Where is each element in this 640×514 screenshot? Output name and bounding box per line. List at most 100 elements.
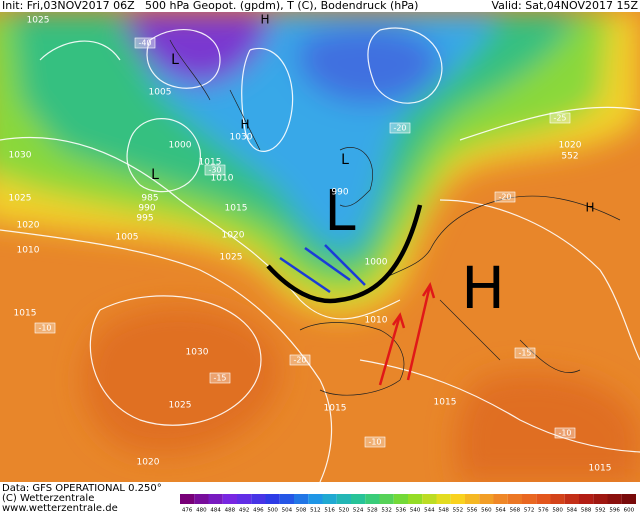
isobar-label: 1015 [199,158,222,168]
isobar-label: 1015 [324,404,347,414]
isobar-label: 1010 [17,246,40,256]
isobar-label: 1010 [365,316,388,326]
data-source: Data: GFS OPERATIONAL 0.250° [2,483,162,494]
temperature-label: -20 [293,356,306,365]
isobar-label: 1020 [222,231,245,241]
color-scale-swatch [450,494,465,504]
isobar-label: 985 [141,194,158,204]
init-time: Init: Fri,03NOV2017 06Z [2,0,135,12]
color-scale-label: 516 [324,508,335,514]
color-scale-swatch [436,494,451,504]
color-scale-label: 592 [595,508,606,514]
map-title: 500 hPa Geopot. (gpdm), T (C), Bodendruc… [145,0,418,12]
temperature-box [134,37,156,49]
isobar-label: 1010 [211,174,234,184]
color-scale-swatch [522,494,537,504]
temperature-box [204,164,226,176]
pressure-center: H [461,254,505,322]
color-scale-label: 588 [581,508,592,514]
color-scale-swatch [579,494,594,504]
isobar-label: 1025 [169,401,192,411]
isobar-label: 1005 [149,88,172,98]
temperature-label: -10 [368,438,381,447]
color-scale-swatch [194,494,209,504]
isobar-label: 1015 [225,204,248,214]
isobar-label: 1025 [9,194,32,204]
isobar-label: 1000 [169,141,192,151]
isobar-label: 1020 [137,458,160,468]
color-scale: 476 480 484 488 492 496 500 504 508 512 516 520 524 5… [180,494,636,514]
coastlines [169,39,621,396]
color-scale-label: 568 [510,508,521,514]
color-scale-swatch [180,494,195,504]
temperature-label: -40 [138,39,151,48]
color-scale-label: 528 [367,508,378,514]
temperature-box [549,112,571,124]
map: LHLLLHHH10251030102510201010101510301025… [0,12,640,482]
color-scale-swatch [208,494,223,504]
front-line [266,204,423,304]
color-scale-swatch [322,494,337,504]
color-scale-label: 484 [210,508,221,514]
color-scale-swatch [621,494,636,504]
isobar-label: 552 [561,152,578,162]
color-scale-label: 572 [524,508,535,514]
color-scale-swatch [294,494,309,504]
color-scale-swatch [550,494,565,504]
temperature-label: -30 [208,166,221,175]
color-scale-swatch [308,494,323,504]
color-scale-label: 512 [310,508,321,514]
temperature-box [494,191,516,203]
color-scale-label: 548 [438,508,449,514]
color-scale-label: 576 [538,508,549,514]
color-scale-label: 532 [381,508,392,514]
color-scale-swatch [493,494,508,504]
isobar-label: 1020 [17,221,40,231]
color-scale-label: 580 [552,508,563,514]
temperature-label: -20 [393,124,406,133]
color-scale-swatch [564,494,579,504]
temperature-label: -20 [498,193,511,202]
color-scale-label: 476 [182,508,193,514]
isobar-label: 995 [136,214,153,224]
isobar-label: 990 [138,204,155,214]
temperature-label: -10 [38,324,51,333]
color-scale-label: 552 [453,508,464,514]
color-scale-swatch [365,494,380,504]
wind-arrows-red [378,282,436,386]
color-scale-label: 536 [396,508,407,514]
color-scale-swatch [265,494,280,504]
isobar-label: 1000 [365,258,388,268]
color-scale-swatch [507,494,522,504]
temperature-box [554,427,576,439]
temperature-box [209,372,231,384]
color-scale-swatch [237,494,252,504]
map-labels: LHLLLHHH10251030102510201010101510301025… [9,13,612,474]
isobar-label: 1025 [27,16,50,26]
color-scale-swatch [279,494,294,504]
color-scale-swatch [408,494,423,504]
color-scale-swatch [222,494,237,504]
temperature-box [364,436,386,448]
color-scale-label: 488 [225,508,236,514]
pressure-center: L [324,179,355,244]
isobar-label: 1005 [116,233,139,243]
temperature-box [34,322,56,334]
color-scale-label: 508 [296,508,307,514]
pressure-center-small: L [341,152,349,168]
isobar-label: 1015 [14,309,37,319]
valid-time: Valid: Sat,04NOV2017 15Z [492,0,639,12]
color-scale-swatch [593,494,608,504]
color-scale-label: 480 [196,508,207,514]
color-scale-swatch [351,494,366,504]
isobar-label: 1025 [220,253,243,263]
pressure-center-small: H [585,201,594,215]
temperature-label: -15 [213,374,226,383]
temperature-box [289,354,311,366]
pressure-center-small: L [171,52,179,68]
isobar-label: 1015 [434,398,457,408]
color-scale-swatch [336,494,351,504]
color-scale-swatch [536,494,551,504]
color-scale-swatch [607,494,622,504]
